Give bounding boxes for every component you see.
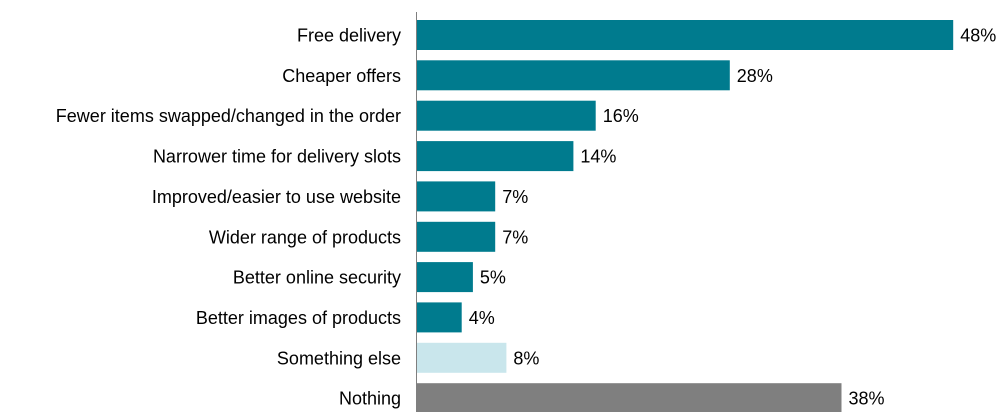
value-label-4: 7% bbox=[502, 187, 528, 207]
bar-4 bbox=[417, 181, 496, 212]
bar-0 bbox=[417, 20, 954, 50]
bar-7 bbox=[417, 302, 462, 333]
category-label-4: Improved/easier to use website bbox=[152, 187, 401, 207]
bar-6 bbox=[417, 262, 473, 293]
category-label-6: Better online security bbox=[233, 268, 401, 288]
bar-5 bbox=[417, 221, 496, 252]
bars-group bbox=[417, 20, 954, 412]
value-labels-group: 48% 28% 16% 14% 7% 7% 5% 4% 8% 38% bbox=[469, 26, 997, 409]
value-label-2: 16% bbox=[603, 106, 639, 126]
category-label-0: Free delivery bbox=[297, 26, 401, 46]
bar-3 bbox=[417, 141, 574, 172]
value-label-3: 14% bbox=[580, 147, 616, 167]
category-label-2: Fewer items swapped/changed in the order bbox=[56, 106, 401, 126]
category-label-3: Narrower time for delivery slots bbox=[153, 147, 401, 167]
value-label-5: 7% bbox=[502, 227, 528, 247]
bar-8 bbox=[417, 342, 507, 373]
bar-1 bbox=[417, 60, 730, 91]
category-label-9: Nothing bbox=[339, 389, 401, 409]
category-label-5: Wider range of products bbox=[209, 227, 401, 247]
category-label-8: Something else bbox=[277, 348, 401, 368]
category-labels-group: Free delivery Cheaper offers Fewer items s… bbox=[56, 26, 401, 409]
category-label-1: Cheaper offers bbox=[282, 66, 401, 86]
value-label-8: 8% bbox=[513, 348, 539, 368]
value-label-9: 38% bbox=[849, 389, 885, 409]
category-label-7: Better images of products bbox=[196, 308, 401, 328]
bar-2 bbox=[417, 100, 596, 131]
value-label-7: 4% bbox=[469, 308, 495, 328]
value-label-6: 5% bbox=[480, 268, 506, 288]
value-label-1: 28% bbox=[737, 66, 773, 86]
value-label-0: 48% bbox=[960, 26, 996, 46]
bar-9 bbox=[417, 383, 842, 412]
